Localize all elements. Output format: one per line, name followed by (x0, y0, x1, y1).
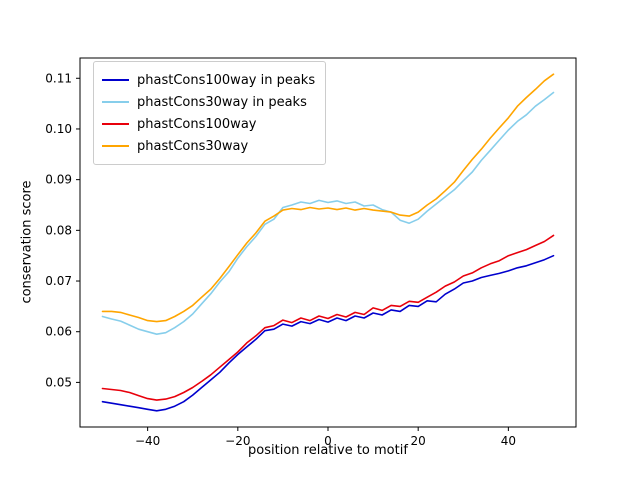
x-tick-label: 40 (501, 434, 516, 448)
series-line-phastcons100way-in-peaks (101, 254, 555, 412)
x-tick-label: −20 (225, 434, 250, 448)
x-tick-label: 0 (324, 434, 332, 448)
legend-label: phastCons100way in peaks (137, 72, 316, 88)
legend-entry: phastCons100way in peaks (102, 69, 315, 91)
y-tick-label: 0.06 (45, 325, 72, 339)
legend: phastCons100way in peaks phastCons30way … (93, 61, 327, 165)
y-axis-label: conservation score (19, 180, 35, 304)
legend-line-sample (102, 145, 129, 147)
legend-entry: phastCons100way (102, 113, 315, 135)
y-tick-label: 0.05 (45, 375, 72, 389)
legend-line-sample (102, 123, 129, 125)
legend-entry: phastCons30way in peaks (102, 91, 315, 113)
legend-label: phastCons100way (137, 116, 257, 132)
y-tick-label: 0.08 (45, 223, 72, 237)
series-line-phastcons30way (101, 73, 555, 323)
legend-label: phastCons30way (137, 138, 249, 154)
legend-entry: phastCons30way (102, 135, 315, 157)
y-tick-label: 0.11 (45, 71, 72, 85)
x-axis-label: position relative to motif (248, 443, 408, 458)
x-tick-label: −40 (135, 434, 160, 448)
x-tick-label: 20 (411, 434, 426, 448)
legend-line-sample (102, 79, 129, 81)
y-tick-label: 0.07 (45, 274, 72, 288)
y-tick-label: 0.09 (45, 173, 72, 187)
y-tick-label: 0.10 (45, 122, 72, 136)
legend-label: phastCons30way in peaks (137, 94, 307, 110)
series-line-phastcons30way-in-peaks (101, 91, 555, 336)
legend-line-sample (102, 101, 129, 103)
series-line-phastcons100way (101, 234, 555, 401)
